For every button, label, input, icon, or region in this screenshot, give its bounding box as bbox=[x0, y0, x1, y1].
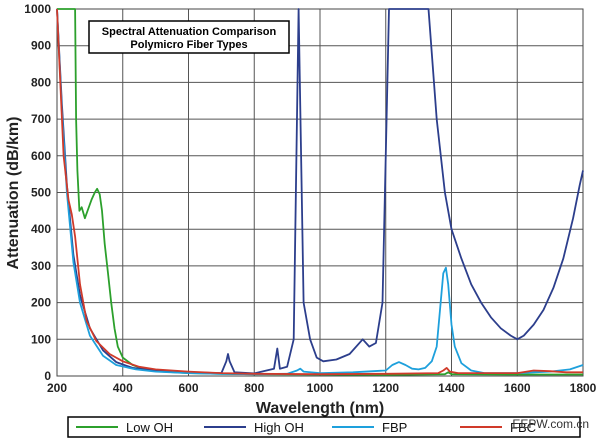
x-tick-label: 1000 bbox=[307, 381, 334, 395]
y-tick-label: 500 bbox=[31, 186, 51, 200]
y-tick-label: 600 bbox=[31, 149, 51, 163]
legend-box bbox=[67, 416, 581, 438]
title-box: Spectral Attenuation Comparison Polymicr… bbox=[88, 20, 290, 54]
y-tick-label: 900 bbox=[31, 39, 51, 53]
y-axis-title: Attenuation (dB/km) bbox=[5, 117, 22, 270]
chart-title: Spectral Attenuation Comparison bbox=[102, 26, 277, 38]
x-tick-labels: 200 400 600 800 1000 1200 1400 1600 1800 bbox=[47, 381, 597, 395]
y-tick-label: 0 bbox=[44, 369, 51, 383]
y-tick-label: 200 bbox=[31, 296, 51, 310]
y-tick-label: 1000 bbox=[24, 2, 51, 16]
y-tick-labels: 0 100 200 300 400 500 600 700 800 900 1000 bbox=[24, 2, 51, 383]
y-tick-label: 700 bbox=[31, 112, 51, 126]
y-tick-label: 800 bbox=[31, 75, 51, 89]
legend-label: Low OH bbox=[126, 420, 173, 435]
x-tick-label: 1200 bbox=[372, 381, 399, 395]
series-line-low-oh bbox=[57, 8, 583, 376]
series-line-fbc bbox=[56, 8, 583, 376]
watermark: EEPW.com.cn bbox=[512, 417, 589, 431]
y-tick-label: 400 bbox=[31, 222, 51, 236]
x-tick-label: 400 bbox=[113, 381, 133, 395]
x-tick-label: 1800 bbox=[570, 381, 597, 395]
title-box-frame bbox=[88, 20, 290, 54]
x-tick-label: 1400 bbox=[438, 381, 465, 395]
x-tick-label: 1600 bbox=[504, 381, 531, 395]
legend-label: High OH bbox=[254, 420, 304, 435]
x-tick-label: 600 bbox=[178, 381, 198, 395]
series-line-high-oh bbox=[56, 8, 584, 375]
series-line-fbp bbox=[56, 8, 584, 376]
x-tick-label: 800 bbox=[244, 381, 264, 395]
legend: Low OH High OH FBP FBC bbox=[76, 420, 536, 435]
y-tick-label: 100 bbox=[31, 332, 51, 346]
series-lines bbox=[56, 8, 584, 376]
x-tick-label: 200 bbox=[47, 381, 67, 395]
x-axis-title: Wavelength (nm) bbox=[256, 400, 384, 417]
legend-label: FBC bbox=[510, 420, 536, 435]
chart-subtitle: Polymicro Fiber Types bbox=[130, 39, 247, 51]
legend-label: FBP bbox=[382, 420, 407, 435]
y-tick-label: 300 bbox=[31, 259, 51, 273]
plot-frame bbox=[56, 8, 584, 377]
